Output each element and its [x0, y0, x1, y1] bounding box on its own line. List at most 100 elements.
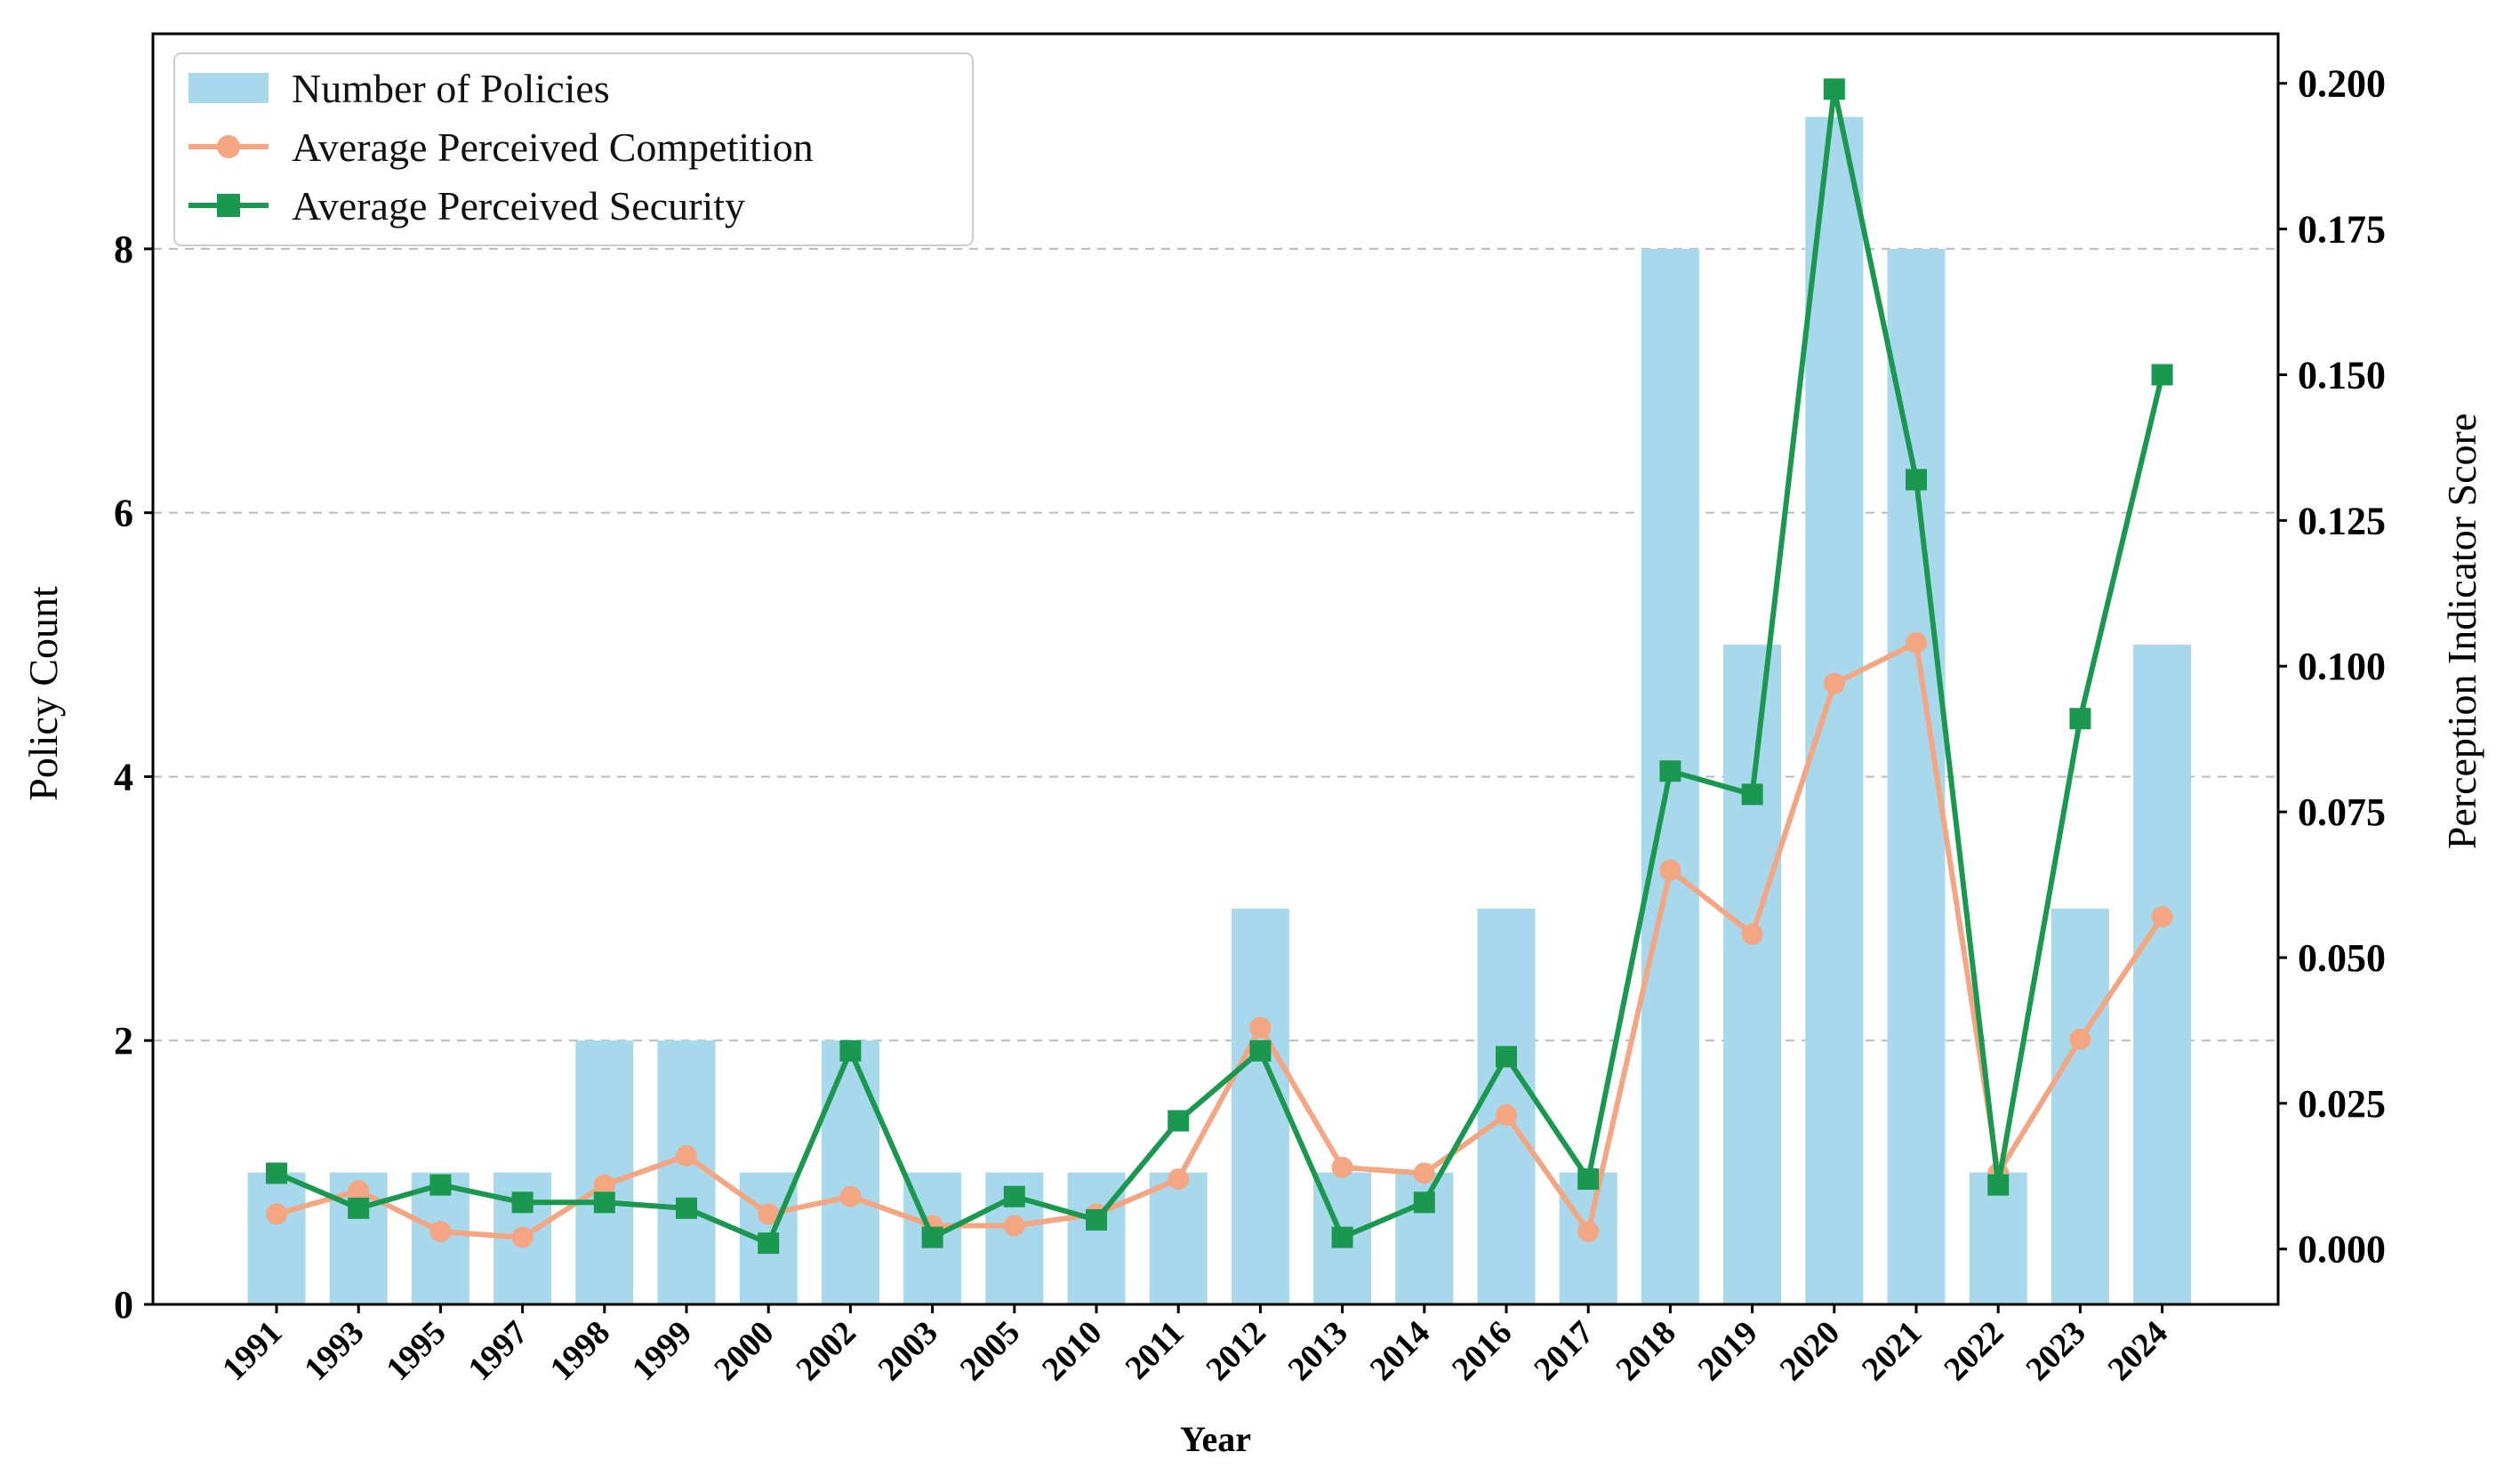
bar-1991: [247, 1172, 306, 1304]
security-point-2000: [758, 1232, 780, 1255]
bar-2019: [1723, 645, 1782, 1304]
lines: [266, 78, 2173, 1255]
axes: [151, 32, 2280, 1306]
security-point-2017: [1577, 1168, 1600, 1191]
x-tick-label-2023: 2023: [2018, 1314, 2092, 1388]
security-point-2005: [1003, 1185, 1025, 1207]
security-line: [275, 86, 2165, 1247]
grid-lines: [153, 247, 2278, 1042]
bar-2011: [1149, 1172, 1208, 1304]
x-tick-label-2021: 2021: [1855, 1314, 1929, 1388]
competition-point-1993: [348, 1180, 370, 1202]
bar-2023: [2051, 908, 2109, 1304]
competition-point-2023: [2069, 1028, 2091, 1050]
bar-2020: [1805, 116, 1864, 1305]
competition-point-2019: [1741, 923, 1763, 945]
bar-1998: [575, 1040, 634, 1304]
y-axis-label-right: Perception Indicator Score: [2439, 413, 2484, 849]
competition-point-2012: [1249, 1016, 1272, 1039]
y-tick-right-label: 0.175: [2298, 208, 2386, 252]
competition-point-2017: [1577, 1221, 1600, 1243]
y-tick-right-label: 0.000: [2298, 1228, 2386, 1271]
plot-frame: [151, 32, 2280, 1306]
competition-point-2013: [1331, 1156, 1353, 1178]
y-tick-left-label: 6: [114, 492, 133, 535]
y-tick-left-label: 4: [114, 755, 133, 798]
y-tick-right-label: 0.075: [2298, 790, 2386, 834]
y-tick-left-label: 8: [114, 228, 133, 271]
x-tick-label-1999: 1999: [625, 1314, 699, 1388]
x-tick-label-1997: 1997: [461, 1314, 535, 1388]
legend-label-security: Average Perceived Security: [292, 183, 745, 229]
security-point-2002: [839, 1039, 862, 1062]
competition-point-2005: [1003, 1215, 1025, 1237]
x-tick-label-2005: 2005: [953, 1314, 1027, 1388]
competition-point-2014: [1413, 1162, 1435, 1184]
security-point-2011: [1168, 1110, 1190, 1132]
x-axis-label: Year: [1180, 1419, 1251, 1459]
x-tick-label-2022: 2022: [1937, 1314, 2010, 1388]
y-tick-right-label: 0.050: [2298, 936, 2386, 980]
bars: [247, 116, 2192, 1305]
security-point-1991: [266, 1162, 287, 1184]
bar-2002: [821, 1040, 879, 1304]
security-point-2019: [1741, 783, 1763, 806]
competition-point-2002: [839, 1185, 862, 1207]
security-point-1998: [593, 1191, 615, 1214]
x-tick-label-2000: 2000: [707, 1314, 781, 1388]
security-point-2012: [1249, 1039, 1272, 1062]
x-tick-label-2024: 2024: [2101, 1314, 2175, 1388]
bar-2024: [2133, 645, 2192, 1304]
y-tick-right-label: 0.100: [2298, 645, 2386, 688]
competition-point-2024: [2151, 906, 2173, 928]
security-point-1993: [348, 1197, 370, 1219]
x-tick-label-1995: 1995: [379, 1314, 453, 1388]
x-tick-label-2020: 2020: [1773, 1314, 1847, 1388]
y-tick-left-label: 0: [114, 1283, 133, 1327]
y-tick-right-label: 0.200: [2298, 62, 2386, 106]
security-point-1999: [676, 1197, 697, 1219]
legend-marker-security: [217, 194, 240, 217]
x-tick-label-2013: 2013: [1281, 1314, 1355, 1388]
competition-point-1991: [266, 1203, 287, 1225]
competition-point-2000: [758, 1203, 780, 1225]
y-tick-left-label: 2: [114, 1019, 133, 1063]
x-tick-label-1993: 1993: [297, 1314, 371, 1388]
security-point-2023: [2069, 708, 2091, 730]
x-tick-label-2017: 2017: [1527, 1314, 1601, 1388]
security-point-2018: [1659, 760, 1681, 782]
security-point-2020: [1823, 78, 1845, 100]
legend-swatch-number-of-policies: [189, 73, 269, 103]
competition-point-2020: [1823, 672, 1845, 694]
legend: Number of Policies Average Perceived Com…: [173, 52, 974, 246]
legend-box: [173, 52, 974, 246]
competition-point-1997: [511, 1226, 534, 1248]
security-point-2024: [2151, 364, 2173, 386]
security-point-1997: [511, 1191, 534, 1214]
competition-point-2021: [1906, 632, 1927, 654]
x-tick-label-2010: 2010: [1035, 1314, 1109, 1388]
competition-point-1998: [593, 1174, 615, 1196]
y-axis-label-left: Policy Count: [20, 586, 66, 801]
competition-line: [276, 640, 2165, 1240]
security-point-2016: [1496, 1046, 1517, 1068]
y-tick-right-label: 0.025: [2298, 1082, 2386, 1126]
competition-point-2016: [1496, 1103, 1517, 1126]
x-tick-label-1998: 1998: [543, 1314, 617, 1388]
competition-point-2011: [1168, 1168, 1190, 1191]
legend-marker-competition: [217, 135, 240, 158]
security-point-2003: [921, 1226, 943, 1248]
security-point-2021: [1906, 469, 1927, 491]
security-point-2013: [1331, 1226, 1353, 1248]
competition-point-2018: [1659, 859, 1681, 881]
x-tick-label-2019: 2019: [1691, 1314, 1765, 1388]
legend-label-number-of-policies: Number of Policies: [292, 66, 610, 111]
x-tick-label-1991: 1991: [215, 1314, 289, 1388]
security-point-2022: [1987, 1174, 2010, 1196]
legend-label-competition: Average Perceived Competition: [292, 124, 814, 170]
y-tick-right-label: 0.150: [2298, 353, 2386, 397]
x-tick-label-2011: 2011: [1119, 1314, 1192, 1387]
x-tick-label-2014: 2014: [1363, 1314, 1437, 1388]
y-tick-right-label: 0.125: [2298, 499, 2386, 542]
